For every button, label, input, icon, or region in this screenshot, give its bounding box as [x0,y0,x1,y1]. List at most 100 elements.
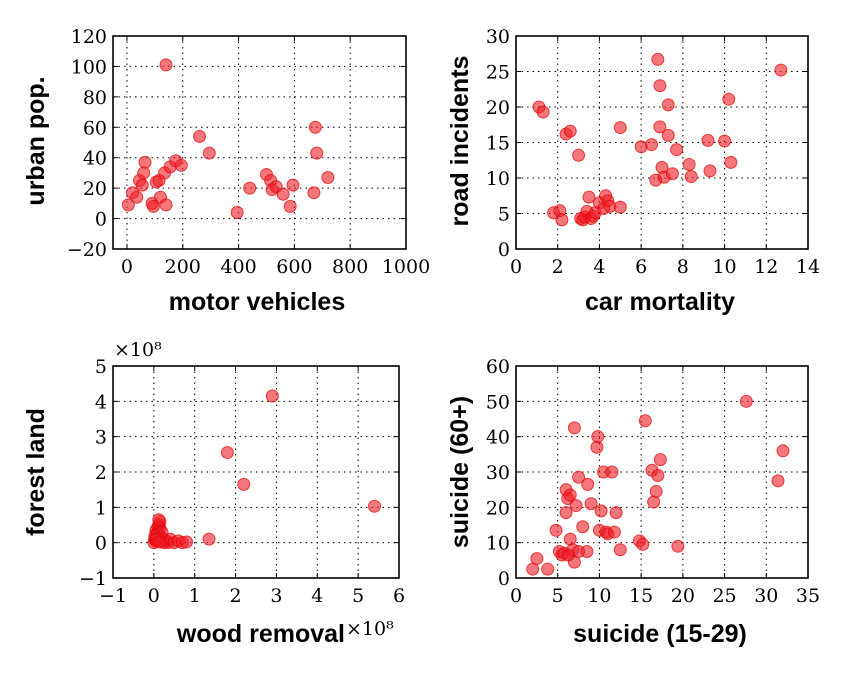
y-tick-label: 40 [486,427,510,449]
y-tick-label: 0 [498,239,510,261]
data-point [584,497,598,511]
data-point [594,504,608,518]
y-tick-label: 120 [71,26,107,48]
scatter-panel-car-mortality: road incidents car mortality 0 2 4 6 8 10 12 14… [446,26,820,316]
data-point [265,389,279,403]
data-point [202,146,216,160]
x-tick-label: 0 [510,585,522,607]
data-point [671,539,685,553]
data-point [739,394,753,408]
y-tick-label: 1 [95,497,107,519]
data-point [609,506,623,520]
data-point [307,186,321,200]
x-tick-label: 2 [552,256,564,278]
data-point [174,158,188,172]
x-tick-label: 4 [593,256,605,278]
x-tick-label: 5 [552,585,564,607]
x-tick-label: 6 [393,585,405,607]
y-axis-label: forest land [22,408,50,536]
data-point [563,488,577,502]
data-point [701,133,715,147]
data-point [653,453,667,467]
x-tick-label: 12 [754,256,778,278]
data-point [555,213,569,227]
y-tick-label: 100 [71,56,107,78]
y-tick-label: 10 [486,533,510,555]
y-tick-label: 10 [486,168,510,190]
plot-frame [515,35,809,250]
data-point [202,532,216,546]
y-tick-label: 2 [95,462,107,484]
data-point [146,199,160,213]
data-point [771,474,785,488]
data-point [581,477,595,491]
plot-frame [112,365,400,579]
x-tick-label: 6 [635,256,647,278]
scatter-panel-motor-vehicles: urban pop. motor vehicles 0 200 400 600 800 1… [22,26,430,316]
x-tick-label: 800 [332,256,368,278]
x-tick-label: 8 [677,256,689,278]
data-point [121,198,135,212]
y-tick-label: 20 [83,178,107,200]
data-point [636,537,650,551]
data-point [152,513,166,527]
y-tick-label: 30 [486,26,510,48]
data-point [243,181,257,195]
y-tick-label: 40 [83,148,107,170]
data-point [653,120,667,134]
data-point [135,178,149,192]
data-point [159,198,173,212]
x-axis-label: car mortality [585,288,735,316]
data-point [645,138,659,152]
x-axis-label: suicide (15-29) [573,620,747,648]
y-tick-label: 15 [486,133,510,155]
y-tick-label: 60 [486,356,510,378]
data-point [651,52,665,66]
x-tick-label: 10 [587,585,611,607]
x-tick-label: 1000 [382,256,430,278]
y-tick-label: 0 [95,533,107,555]
data-point [607,525,621,539]
data-point [718,134,732,148]
data-point [549,523,563,537]
x-tick-label: 200 [165,256,201,278]
data-point [634,140,648,154]
data-point [153,535,167,549]
data-point [237,477,251,491]
y-tick-label: 4 [95,391,107,413]
data-point [180,535,194,549]
data-point [220,446,234,460]
data-point [653,79,667,93]
x-axis-label: motor vehicles [169,288,345,316]
x-tick-label: 0 [148,585,160,607]
x-tick-label: 25 [712,585,736,607]
x-tick-label: 10 [712,256,736,278]
x-tick-label: 400 [220,256,256,278]
data-point [569,499,583,513]
x-axis-multiplier: ×10⁸ [346,618,394,640]
scatter-panel-wood-removal: forest land wood removal ×10⁸ ×10⁸ −1 0 1 2… [22,339,405,648]
data-point [722,92,736,106]
x-tick-label: −1 [99,585,127,607]
data-point [572,470,586,484]
data-point [665,167,679,181]
x-tick-label: 2 [230,585,242,607]
x-tick-label: 15 [629,585,653,607]
data-point [724,155,738,169]
data-point [591,430,605,444]
data-point [536,105,550,119]
x-tick-label: 5 [352,585,364,607]
data-point [138,155,152,169]
data-point [286,178,300,192]
data-point [283,199,297,213]
y-tick-label: 5 [498,204,510,226]
x-tick-label: 600 [276,256,312,278]
x-tick-label: 30 [754,585,778,607]
data-point [276,187,290,201]
y-tick-label: 80 [83,87,107,109]
data-point [647,495,661,509]
data-point [572,148,586,162]
y-axis-multiplier: ×10⁸ [114,339,162,361]
x-tick-label: 20 [671,585,695,607]
